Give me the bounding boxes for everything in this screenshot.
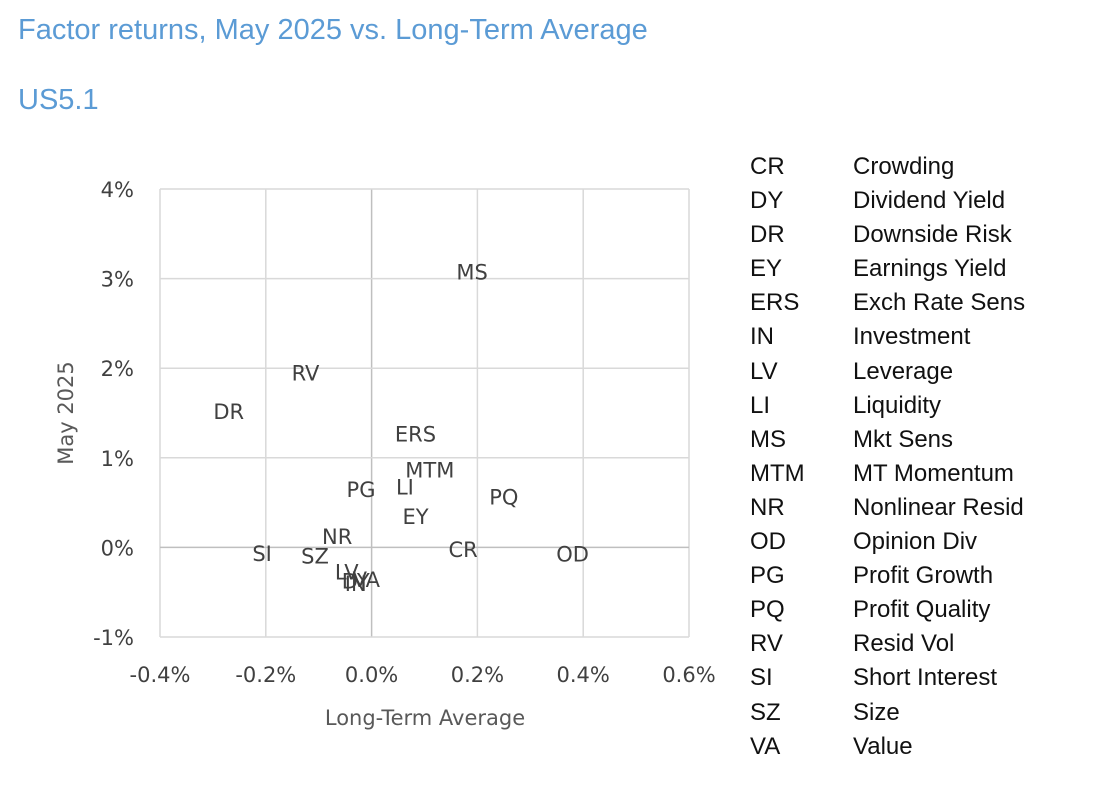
- legend-name: MT Momentum: [853, 459, 1014, 487]
- legend-code: SZ: [750, 698, 781, 726]
- legend: CR Crowding DY Dividend Yield DR Downside Ris…: [750, 150, 1025, 764]
- y-tick-label: -1%: [93, 626, 134, 650]
- legend-name: Size: [853, 698, 900, 726]
- y-tick-label: 2%: [101, 357, 134, 381]
- y-tick-label: 4%: [101, 178, 134, 202]
- legend-row: PQ Profit Quality: [750, 593, 1025, 627]
- point-label-od: OD: [556, 543, 589, 567]
- point-label-rv: RV: [292, 362, 320, 386]
- legend-code: ERS: [750, 289, 800, 317]
- point-label-dy: DY: [342, 570, 370, 594]
- x-tick-label: 0.0%: [345, 663, 398, 687]
- point-label-lv: LV: [335, 561, 359, 585]
- y-tick-label: 1%: [101, 447, 134, 471]
- point-label-in: IN: [345, 572, 367, 596]
- point-label-va: VA: [353, 568, 381, 592]
- legend-name: Exch Rate Sens: [853, 289, 1026, 317]
- legend-code: MS: [750, 425, 786, 453]
- legend-row: LV Leverage: [750, 355, 1025, 389]
- legend-row: DY Dividend Yield: [750, 184, 1025, 218]
- point-label-ms: MS: [456, 260, 487, 284]
- legend-name: Mkt Sens: [853, 425, 954, 453]
- legend-row: MS Mkt Sens: [750, 423, 1025, 457]
- legend-row: SZ Size: [750, 696, 1025, 730]
- legend-name: Nonlinear Resid: [853, 493, 1024, 521]
- x-tick-label: 0.4%: [557, 663, 610, 687]
- legend-name: Value: [853, 732, 913, 760]
- point-label-sz: SZ: [301, 544, 329, 568]
- x-tick-label: -0.2%: [235, 663, 296, 687]
- legend-code: IN: [750, 323, 774, 351]
- point-label-ey: EY: [402, 505, 428, 529]
- legend-row: VA Value: [750, 730, 1025, 764]
- y-tick-label: 0%: [101, 536, 134, 560]
- legend-row: NR Nonlinear Resid: [750, 491, 1025, 525]
- point-label-mtm: MTM: [405, 458, 454, 482]
- legend-row: SI Short Interest: [750, 661, 1025, 695]
- y-axis-title: May 2025: [54, 361, 78, 465]
- axis-ticks: -0.4% -0.2% 0.0% 0.2% 0.4% 0.6% -1% 0% 1% 2% 3% 4%: [93, 178, 716, 687]
- legend-name: Profit Quality: [853, 596, 991, 624]
- point-label-pg: PG: [347, 478, 376, 502]
- legend-name: Opinion Div: [853, 528, 978, 556]
- legend-row: OD Opinion Div: [750, 525, 1025, 559]
- legend-row: MTM MT Momentum: [750, 457, 1025, 491]
- legend-code: VA: [750, 732, 781, 760]
- grid-lines: [159, 188, 690, 638]
- legend-code: PQ: [750, 596, 785, 624]
- legend-code: LV: [750, 357, 778, 385]
- y-tick-label: 3%: [101, 268, 134, 292]
- legend-row: PG Profit Growth: [750, 559, 1025, 593]
- point-label-cr: CR: [448, 538, 477, 562]
- legend-name: Profit Growth: [853, 562, 994, 590]
- x-tick-label: -0.4%: [130, 663, 191, 687]
- legend-name: Crowding: [853, 153, 955, 180]
- x-tick-label: 0.6%: [662, 663, 715, 687]
- legend-name: Investment: [853, 323, 971, 351]
- legend-code: NR: [750, 493, 785, 521]
- point-label-nr: NR: [322, 525, 352, 549]
- legend-code: MTM: [750, 459, 805, 487]
- legend-name: Leverage: [853, 357, 954, 385]
- legend-name: Downside Risk: [853, 221, 1012, 249]
- point-label-pq: PQ: [489, 485, 518, 509]
- point-label-ers: ERS: [395, 423, 436, 447]
- scatter-chart: -0.4% -0.2% 0.0% 0.2% 0.4% 0.6%-1%0%1%2%3%4% …: [54, 178, 716, 730]
- chart-title: Factor returns, May 2025 vs. Long-Term A…: [18, 14, 648, 46]
- legend-name: Earnings Yield: [853, 255, 1007, 283]
- legend-name: Dividend Yield: [853, 187, 1006, 215]
- legend-code: DR: [750, 221, 785, 249]
- legend-name: Resid Vol: [853, 630, 955, 658]
- point-label-si: SI: [252, 542, 272, 566]
- point-label-dr: DR: [213, 400, 244, 424]
- point-label-li: LI: [396, 475, 414, 499]
- legend-code: CR: [750, 153, 785, 180]
- legend-row: DR Downside Risk: [750, 218, 1025, 252]
- legend-name: Liquidity: [853, 391, 942, 419]
- legend-row: ERS Exch Rate Sens: [750, 286, 1025, 320]
- legend-code: RV: [750, 630, 783, 658]
- legend-row: IN Investment: [750, 320, 1025, 354]
- legend-code: OD: [750, 528, 786, 556]
- legend-row: EY Earnings Yield: [750, 252, 1025, 286]
- legend-row: CR Crowding: [750, 150, 1025, 184]
- legend-code: PG: [750, 562, 785, 590]
- legend-row: RV Resid Vol: [750, 627, 1025, 661]
- x-tick-label: 0.2%: [451, 663, 504, 687]
- legend-code: SI: [750, 664, 773, 692]
- legend-code: DY: [750, 187, 784, 215]
- chart-subtitle: US5.1: [18, 84, 99, 116]
- legend-name: Short Interest: [853, 664, 998, 692]
- legend-code: EY: [750, 255, 783, 283]
- legend-code: LI: [750, 391, 771, 419]
- legend-row: LI Liquidity: [750, 389, 1025, 423]
- x-axis-title: Long-Term Average: [325, 706, 525, 730]
